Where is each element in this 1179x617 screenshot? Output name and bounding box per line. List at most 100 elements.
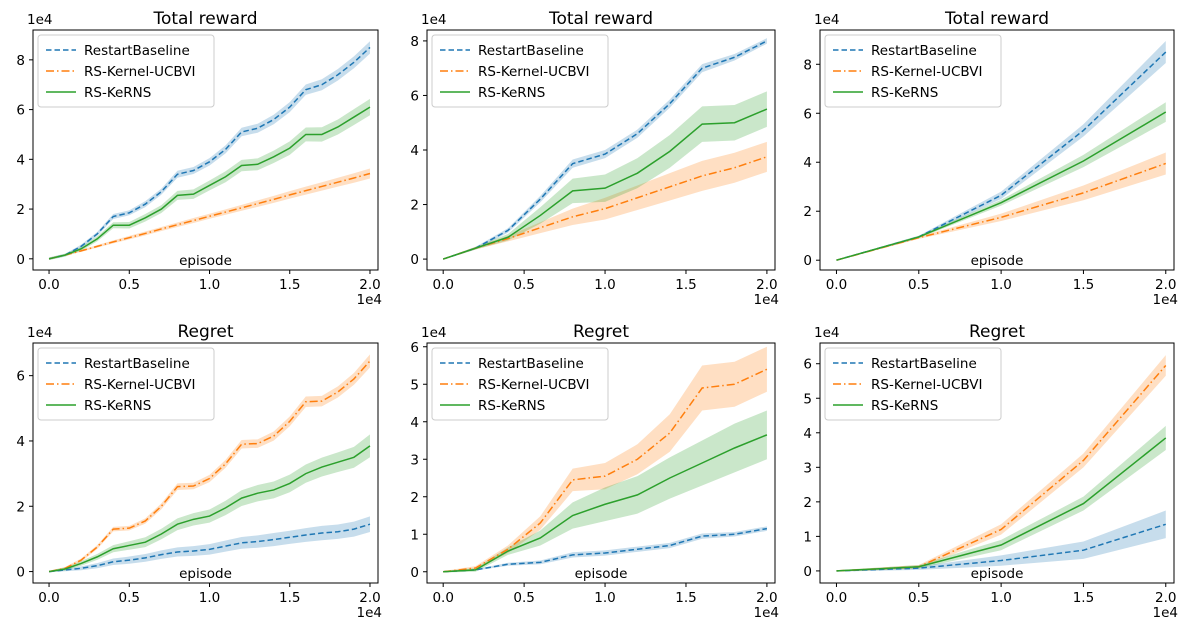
legend-label-restartbaseline: RestartBaseline bbox=[478, 43, 584, 59]
y-tick-label: 1 bbox=[410, 527, 419, 543]
axes-frame bbox=[819, 29, 1175, 271]
series-line-rs-kerns bbox=[836, 111, 1167, 261]
x-tick-label: 1.5 bbox=[675, 590, 696, 606]
band-restartbaseline bbox=[443, 38, 767, 260]
band-rs-kernel-ucbvi bbox=[443, 346, 767, 573]
band-rs-kerns bbox=[443, 91, 767, 260]
y-multiplier-label: 1e4 bbox=[814, 325, 839, 341]
band-restartbaseline bbox=[49, 516, 370, 573]
x-tick-label: 1.0 bbox=[990, 590, 1011, 606]
legend-label-rs-kerns: RS-KeRNS bbox=[871, 398, 938, 414]
y-tick-label: 6 bbox=[16, 103, 25, 119]
y-tick-label: 2 bbox=[410, 198, 419, 214]
subplot-5: 0.0 0.5 1.0 1.5 2.001234561e41e4Regretepisod… bbox=[410, 322, 779, 617]
x-tick-label: 0.5 bbox=[513, 277, 534, 293]
x-multiplier-label: 1e4 bbox=[754, 292, 779, 308]
x-tick-label: 2.0 bbox=[359, 277, 380, 293]
legend-box bbox=[37, 34, 215, 108]
series-line-restartbaseline bbox=[836, 523, 1166, 572]
band-rs-kernel-ucbvi bbox=[836, 152, 1166, 261]
y-tick-label: 0 bbox=[410, 565, 419, 581]
legend-label-restartbaseline: RestartBaseline bbox=[84, 43, 190, 59]
y-tick-label: 3 bbox=[803, 460, 812, 476]
y-multiplier-label: 1e4 bbox=[27, 12, 52, 28]
y-tick-label: 4 bbox=[803, 426, 812, 442]
legend-label-rs-kernel-ucbvi: RS-Kernel-UCBVI bbox=[84, 377, 195, 393]
y-tick-label: 2 bbox=[16, 499, 25, 515]
y-tick-label: 2 bbox=[16, 202, 25, 218]
x-tick-label: 0.0 bbox=[38, 590, 59, 606]
series-line-rs-kerns bbox=[836, 437, 1167, 572]
legend-box bbox=[824, 347, 1002, 421]
legend-box bbox=[431, 347, 609, 421]
x-tick-label: 2.0 bbox=[1155, 590, 1176, 606]
series-line-rs-kernel-ucbvi bbox=[443, 368, 768, 573]
subplot-4: 0.0 0.5 1.0 1.5 2.0 0 2 4 6 1e4 1e4 Regret episode Re… bbox=[16, 322, 382, 617]
y-tick-label: 5 bbox=[803, 391, 812, 407]
subplot-1: 0.0 0.5 1.0 1.5 2.0 0 2 4 6 8 1e4 1e4 Total reward ep… bbox=[16, 9, 382, 308]
y-tick-label: 6 bbox=[16, 369, 25, 385]
legend-label-rs-kernel-ucbvi: RS-Kernel-UCBVI bbox=[478, 64, 589, 80]
legend-label-restartbaseline: RestartBaseline bbox=[84, 356, 190, 372]
x-tick-label: 0.0 bbox=[38, 277, 59, 293]
x-axis-label: episode bbox=[971, 253, 1024, 269]
y-tick-label: 2 bbox=[803, 204, 812, 220]
y-tick-label: 4 bbox=[410, 143, 419, 159]
y-tick-label: 4 bbox=[16, 434, 25, 450]
x-multiplier-label: 1e4 bbox=[754, 605, 779, 617]
x-tick-label: 1.5 bbox=[1073, 277, 1094, 293]
x-tick-label: 0.5 bbox=[908, 590, 929, 606]
legend: RestartBaseline RS-Kernel-UCBVI RS-KeRNS bbox=[37, 347, 215, 421]
legend: RestartBaseline RS-Kernel-UCBVI RS-KeRNS bbox=[824, 347, 1002, 421]
x-tick-label: 0.5 bbox=[119, 590, 140, 606]
legend-label-restartbaseline: RestartBaseline bbox=[478, 356, 584, 372]
subplot-3: 0.0 0.5 1.0 1.5 2.0 0 2 4 6 8 1e4 1e4 Total reward ep… bbox=[803, 9, 1178, 308]
y-tick-label: 0 bbox=[803, 253, 812, 269]
band-rs-kerns bbox=[443, 410, 767, 573]
series-line-rs-kerns bbox=[48, 106, 371, 260]
y-tick-label: 6 bbox=[410, 340, 419, 356]
x-multiplier-label: 1e4 bbox=[1153, 292, 1178, 308]
x-tick-label: 1.0 bbox=[199, 590, 220, 606]
legend-label-restartbaseline: RestartBaseline bbox=[871, 356, 977, 372]
x-tick-label: 2.0 bbox=[1155, 277, 1176, 293]
legend-label-rs-kernel-ucbvi: RS-Kernel-UCBVI bbox=[84, 64, 195, 80]
legend: RestartBaseline RS-Kernel-UCBVI RS-KeRNS bbox=[431, 347, 609, 421]
legend-box bbox=[824, 34, 1002, 108]
axes-frame bbox=[819, 342, 1175, 584]
x-axis-label: episode bbox=[971, 566, 1024, 582]
x-tick-label: 0.0 bbox=[432, 590, 453, 606]
x-tick-label: 1.5 bbox=[1073, 590, 1094, 606]
chart-title: Regret bbox=[573, 322, 629, 342]
y-multiplier-label: 1e4 bbox=[27, 325, 52, 341]
x-tick-label: 1.5 bbox=[675, 277, 696, 293]
y-tick-label: 1 bbox=[803, 529, 812, 545]
y-tick-label: 8 bbox=[16, 53, 25, 69]
x-axis-label: episode bbox=[179, 566, 232, 582]
legend-label-rs-kernel-ucbvi: RS-Kernel-UCBVI bbox=[871, 64, 982, 80]
legend-box bbox=[431, 34, 609, 108]
y-tick-label: 6 bbox=[410, 88, 419, 104]
x-tick-label: 1.0 bbox=[990, 277, 1011, 293]
y-tick-label: 4 bbox=[16, 152, 25, 168]
legend-label-restartbaseline: RestartBaseline bbox=[871, 43, 977, 59]
legend-label-rs-kernel-ucbvi: RS-Kernel-UCBVI bbox=[478, 377, 589, 393]
x-tick-label: 1.0 bbox=[594, 590, 615, 606]
y-tick-label: 0 bbox=[410, 252, 419, 268]
x-tick-label: 2.0 bbox=[756, 277, 777, 293]
y-tick-label: 8 bbox=[410, 34, 419, 50]
y-tick-label: 2 bbox=[803, 495, 812, 511]
band-rs-kernel-ucbvi bbox=[443, 141, 767, 260]
legend: RestartBaseline RS-Kernel-UCBVI RS-KeRNS bbox=[824, 34, 1002, 108]
x-tick-label: 1.0 bbox=[199, 277, 220, 293]
band-rs-kernel-ucbvi bbox=[836, 355, 1166, 572]
y-tick-label: 0 bbox=[16, 252, 25, 268]
series-line-restartbaseline bbox=[443, 527, 768, 573]
series-line-rs-kernel-ucbvi bbox=[48, 172, 371, 260]
x-tick-label: 0.0 bbox=[826, 277, 847, 293]
x-tick-label: 0.5 bbox=[119, 277, 140, 293]
series-line-rs-kernel-ucbvi bbox=[836, 364, 1167, 572]
axes-frame bbox=[32, 342, 379, 584]
